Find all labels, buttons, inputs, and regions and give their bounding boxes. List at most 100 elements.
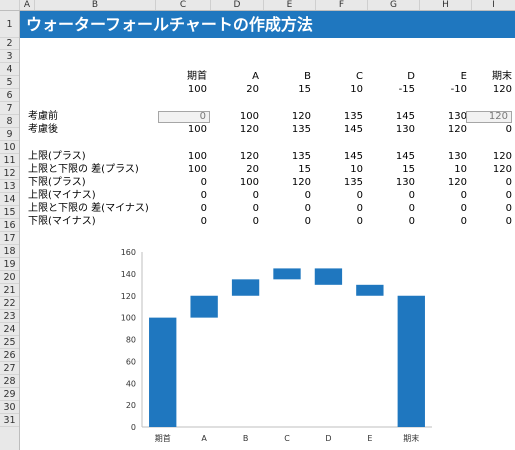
data-cell[interactable]: 0 [200, 190, 207, 201]
header-cell[interactable]: 期首 [187, 71, 207, 82]
data-cell[interactable]: 0 [408, 216, 415, 227]
data-cell[interactable]: 100 [239, 111, 259, 122]
data-cell[interactable]: 0 [356, 190, 363, 201]
data-cell[interactable]: 130 [447, 151, 467, 162]
row-header[interactable]: 20 [0, 271, 19, 284]
data-cell[interactable]: 100 [187, 164, 207, 175]
data-cell[interactable]: 100 [239, 177, 259, 188]
data-cell[interactable]: 15 [402, 164, 415, 175]
data-cell[interactable]: 0 [200, 216, 207, 227]
row-header[interactable]: 30 [0, 401, 19, 414]
value-cell[interactable]: 20 [246, 84, 259, 95]
row-header[interactable]: 14 [0, 193, 19, 206]
data-cell[interactable]: 145 [395, 111, 415, 122]
col-header-i[interactable]: I [492, 0, 495, 10]
data-cell[interactable]: 135 [343, 111, 363, 122]
row-label[interactable]: 上限と下限の 差(マイナス) [28, 203, 149, 214]
data-cell[interactable]: 0 [460, 190, 467, 201]
waterfall-bar[interactable] [397, 295, 425, 427]
data-cell[interactable]: 0 [356, 203, 363, 214]
data-cell[interactable]: 120 [291, 177, 311, 188]
data-cell[interactable]: 0 [304, 190, 311, 201]
value-cell[interactable]: 120 [492, 84, 512, 95]
row-header[interactable]: 13 [0, 180, 19, 193]
header-cell[interactable]: D [407, 71, 415, 82]
value-cell[interactable]: -10 [450, 84, 467, 95]
data-cell[interactable]: 145 [343, 151, 363, 162]
row-label[interactable]: 下限(マイナス) [28, 216, 96, 227]
data-cell[interactable]: 120 [239, 151, 259, 162]
header-cell[interactable]: 期末 [492, 71, 512, 82]
row-header[interactable]: 2 [0, 38, 19, 50]
header-cell[interactable]: E [460, 71, 467, 82]
data-cell[interactable]: 135 [291, 151, 311, 162]
data-cell[interactable]: 0 [408, 190, 415, 201]
row-header[interactable]: 25 [0, 336, 19, 349]
data-cell[interactable]: 120 [291, 111, 311, 122]
data-cell[interactable]: 0 [408, 203, 415, 214]
row-header[interactable]: 15 [0, 206, 19, 219]
row-header[interactable]: 18 [0, 245, 19, 258]
row-label[interactable]: 考慮前 [28, 111, 58, 122]
row-header[interactable]: 31 [0, 414, 19, 427]
sheet-title[interactable]: ウォーターフォールチャートの作成方法 [20, 11, 515, 38]
row-label[interactable]: 下限(プラス) [28, 177, 86, 188]
col-header-h[interactable]: H [420, 0, 472, 10]
row-label[interactable]: 上限(マイナス) [28, 190, 96, 201]
col-header-a[interactable]: A [20, 0, 35, 10]
col-header-e[interactable]: E [264, 0, 316, 10]
data-cell[interactable]: 20 [246, 164, 259, 175]
row-header[interactable]: 17 [0, 232, 19, 245]
data-cell[interactable]: 145 [395, 151, 415, 162]
row-header[interactable]: 10 [0, 141, 19, 154]
data-cell[interactable]: 135 [291, 124, 311, 135]
data-cell[interactable]: 120 [492, 164, 512, 175]
col-header-b[interactable]: B [35, 0, 156, 10]
data-cell[interactable]: 10 [350, 164, 363, 175]
row-header[interactable]: 11 [0, 154, 19, 167]
row-label[interactable]: 上限(プラス) [28, 151, 86, 162]
data-cell[interactable]: 130 [395, 177, 415, 188]
value-cell[interactable]: 10 [350, 84, 363, 95]
data-cell[interactable]: 0 [252, 190, 259, 201]
row-header[interactable]: 4 [0, 63, 19, 76]
data-cell[interactable]: 15 [298, 164, 311, 175]
data-cell[interactable]: 120 [447, 177, 467, 188]
row-header[interactable]: 9 [0, 128, 19, 141]
data-cell[interactable]: 0 [200, 203, 207, 214]
row-header[interactable]: 3 [0, 50, 19, 63]
row-header[interactable]: 22 [0, 297, 19, 310]
col-header-f[interactable]: F [316, 0, 368, 10]
waterfall-chart[interactable]: 0 20 40 60 80 100 120 140 160 期首 A B C D E 期末 [110, 244, 440, 450]
waterfall-bar[interactable] [149, 317, 177, 427]
row-header[interactable]: 28 [0, 375, 19, 388]
data-cell[interactable]: 0 [304, 203, 311, 214]
data-cell[interactable]: 0 [505, 203, 512, 214]
data-cell[interactable]: 130 [395, 124, 415, 135]
waterfall-bar[interactable] [273, 268, 301, 280]
row-header[interactable]: 26 [0, 349, 19, 362]
data-cell[interactable]: 0 [252, 216, 259, 227]
row-header[interactable]: 21 [0, 284, 19, 297]
data-cell[interactable]: 120 [447, 124, 467, 135]
data-cell[interactable]: 0 [505, 216, 512, 227]
row-header[interactable]: 5 [0, 76, 19, 89]
value-cell[interactable]: 15 [298, 84, 311, 95]
header-cell[interactable]: C [356, 71, 363, 82]
row-header[interactable]: 16 [0, 219, 19, 232]
value-cell[interactable]: 100 [187, 84, 207, 95]
header-cell[interactable]: A [252, 71, 259, 82]
row-label[interactable]: 考慮後 [28, 124, 58, 135]
data-cell[interactable]: 130 [447, 111, 467, 122]
header-cell[interactable]: B [304, 71, 311, 82]
row-header[interactable]: 6 [0, 89, 19, 102]
data-cell[interactable]: 120 [492, 151, 512, 162]
data-cell[interactable]: 135 [343, 177, 363, 188]
select-all-corner[interactable] [0, 0, 20, 10]
row-header[interactable]: 12 [0, 167, 19, 180]
data-cell[interactable]: 0 [460, 203, 467, 214]
data-cell[interactable]: 0 [252, 203, 259, 214]
input-box[interactable]: 0 [158, 111, 210, 123]
data-cell[interactable]: 100 [187, 151, 207, 162]
data-cell[interactable]: 0 [505, 124, 512, 135]
